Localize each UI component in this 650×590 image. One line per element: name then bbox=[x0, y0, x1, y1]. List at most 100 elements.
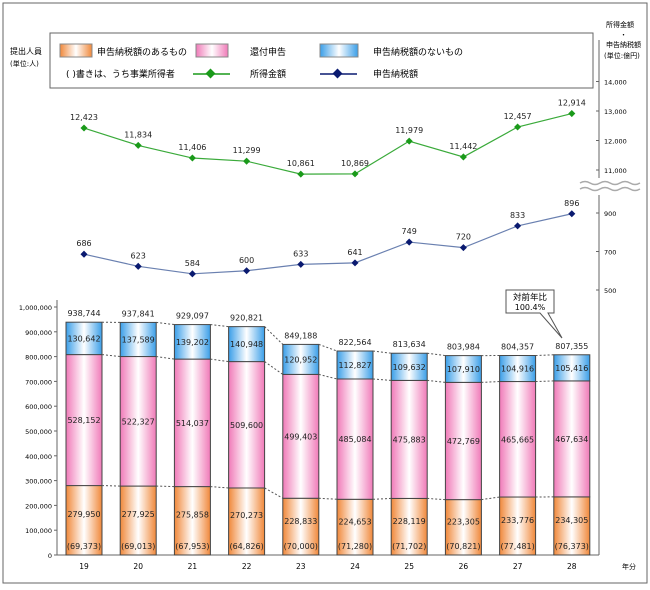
bar-taxable-label: 277,925 bbox=[122, 510, 155, 519]
bar-taxable-sublabel: (69,013) bbox=[121, 542, 155, 551]
income-label: 11,406 bbox=[178, 143, 206, 152]
x-tick-label: 23 bbox=[296, 562, 306, 571]
right-tick-label: 14,000 bbox=[604, 79, 627, 87]
income-label: 10,869 bbox=[341, 159, 369, 168]
right-tick-label: 500 bbox=[604, 287, 616, 295]
left-tick-label: 300,000 bbox=[25, 478, 52, 486]
bar-taxable-label: 223,305 bbox=[447, 518, 480, 527]
x-axis-label: 年分 bbox=[622, 562, 636, 571]
bar-nontaxable-label: 140,948 bbox=[230, 340, 263, 349]
income-label: 12,423 bbox=[70, 113, 98, 122]
x-tick-label: 24 bbox=[350, 562, 360, 571]
bar-refund-label: 475,883 bbox=[393, 435, 426, 444]
right-axis-label-2: ・ bbox=[620, 31, 627, 39]
tax-label: 623 bbox=[131, 251, 146, 260]
bar-refund-label: 522,327 bbox=[122, 417, 155, 426]
income-label: 12,914 bbox=[558, 99, 586, 108]
bar-total-label: 807,355 bbox=[555, 342, 588, 351]
legend-swatch-refund bbox=[196, 44, 228, 57]
legend-note: ( )書きは、うち事業所得者 bbox=[66, 68, 175, 80]
bar-taxable-sublabel: (67,953) bbox=[175, 542, 209, 551]
bar-taxable-sublabel: (77,481) bbox=[500, 542, 534, 551]
bar-nontaxable-label: 104,916 bbox=[501, 365, 534, 374]
callout-line2: 100.4% bbox=[515, 303, 546, 312]
bar-total-label: 813,634 bbox=[393, 340, 426, 349]
right-tick-label: 12,000 bbox=[604, 138, 627, 146]
left-tick-label: 0 bbox=[48, 552, 52, 560]
bar-taxable-label: 233,776 bbox=[501, 516, 534, 525]
x-tick-label: 25 bbox=[404, 562, 414, 571]
bar-taxable-sublabel: (71,702) bbox=[392, 542, 426, 551]
legend-label-taxable: 申告納税額のあるもの bbox=[97, 46, 187, 58]
bar-taxable-label: 275,858 bbox=[176, 510, 209, 519]
income-label: 12,457 bbox=[504, 112, 532, 121]
right-tick-label: 13,000 bbox=[604, 108, 627, 116]
left-tick-label: 700,000 bbox=[25, 378, 52, 386]
left-tick-label: 800,000 bbox=[25, 354, 52, 362]
income-label: 11,834 bbox=[124, 130, 152, 139]
legend-swatch-nontaxable bbox=[320, 44, 358, 57]
bar-refund-label: 465,665 bbox=[501, 435, 534, 444]
tax-label: 686 bbox=[76, 239, 91, 248]
bar-taxable-label: 279,950 bbox=[67, 510, 100, 519]
callout-line1: 対前年比 bbox=[513, 292, 547, 303]
x-tick-label: 28 bbox=[567, 562, 577, 571]
bar-nontaxable-label: 107,910 bbox=[447, 365, 480, 374]
tax-label: 633 bbox=[293, 249, 308, 258]
x-tick-label: 26 bbox=[459, 562, 469, 571]
bar-taxable-sublabel: (70,000) bbox=[284, 542, 318, 551]
left-tick-label: 500,000 bbox=[25, 428, 52, 436]
bar-nontaxable-label: 137,589 bbox=[122, 335, 155, 344]
bar-nontaxable-label: 109,632 bbox=[393, 363, 426, 372]
legend: 申告納税額のあるもの 還付申告 申告納税額のないもの ( )書きは、うち事業所得… bbox=[50, 33, 593, 88]
left-tick-label: 100,000 bbox=[25, 527, 52, 535]
bar-refund-label: 514,037 bbox=[176, 419, 209, 428]
tax-label: 600 bbox=[239, 256, 254, 265]
left-axis-label-2: (単位:人) bbox=[10, 59, 39, 68]
bar-total-label: 822,564 bbox=[338, 338, 371, 347]
tax-label: 641 bbox=[347, 248, 362, 257]
bar-total-label: 804,357 bbox=[501, 343, 534, 352]
income-label: 11,979 bbox=[395, 126, 423, 135]
tax-label: 584 bbox=[185, 259, 200, 268]
x-tick-label: 21 bbox=[188, 562, 198, 571]
bar-taxable-label: 228,833 bbox=[284, 517, 317, 526]
x-tick-label: 27 bbox=[513, 562, 523, 571]
bar-taxable-sublabel: (71,280) bbox=[338, 542, 372, 551]
bar-taxable-sublabel: (69,373) bbox=[67, 542, 101, 551]
right-tick-label: 900 bbox=[604, 210, 616, 218]
tax-label: 749 bbox=[402, 227, 417, 236]
legend-swatch-taxable bbox=[60, 44, 92, 57]
right-axis-label-3: 申告納税額 bbox=[606, 40, 641, 49]
left-tick-label: 200,000 bbox=[25, 502, 52, 510]
income-label: 10,861 bbox=[287, 159, 315, 168]
left-tick-label: 900,000 bbox=[25, 329, 52, 337]
x-tick-label: 22 bbox=[242, 562, 252, 571]
legend-label-refund: 還付申告 bbox=[250, 46, 286, 58]
bar-taxable-label: 234,305 bbox=[555, 516, 588, 525]
bar-nontaxable-label: 112,827 bbox=[338, 361, 371, 370]
income-label: 11,442 bbox=[449, 142, 477, 151]
bar-refund-label: 472,769 bbox=[447, 437, 480, 446]
bar-total-label: 937,841 bbox=[122, 309, 155, 318]
bar-taxable-label: 228,119 bbox=[393, 517, 426, 526]
bar-total-label: 929,097 bbox=[176, 312, 209, 321]
x-tick-label: 19 bbox=[79, 562, 89, 571]
income-label: 11,299 bbox=[233, 146, 261, 155]
bar-taxable-label: 224,653 bbox=[338, 517, 371, 526]
bar-taxable-label: 270,273 bbox=[230, 511, 263, 520]
legend-label-tax: 申告納税額 bbox=[373, 68, 418, 80]
bar-nontaxable-label: 105,416 bbox=[555, 364, 588, 373]
bar-refund-label: 509,600 bbox=[230, 421, 263, 430]
tax-label: 720 bbox=[456, 233, 471, 242]
left-axis-label-1: 提出人員 bbox=[10, 46, 42, 56]
legend-label-income: 所得金額 bbox=[250, 68, 286, 80]
right-tick-label: 11,000 bbox=[604, 167, 627, 175]
tax-label: 896 bbox=[564, 199, 579, 208]
bar-total-label: 920,821 bbox=[230, 314, 263, 323]
bar-taxable-sublabel: (70,821) bbox=[446, 542, 480, 551]
bar-refund-label: 528,152 bbox=[67, 416, 100, 425]
bar-total-label: 849,188 bbox=[284, 331, 317, 340]
bar-total-label: 938,744 bbox=[67, 309, 100, 318]
